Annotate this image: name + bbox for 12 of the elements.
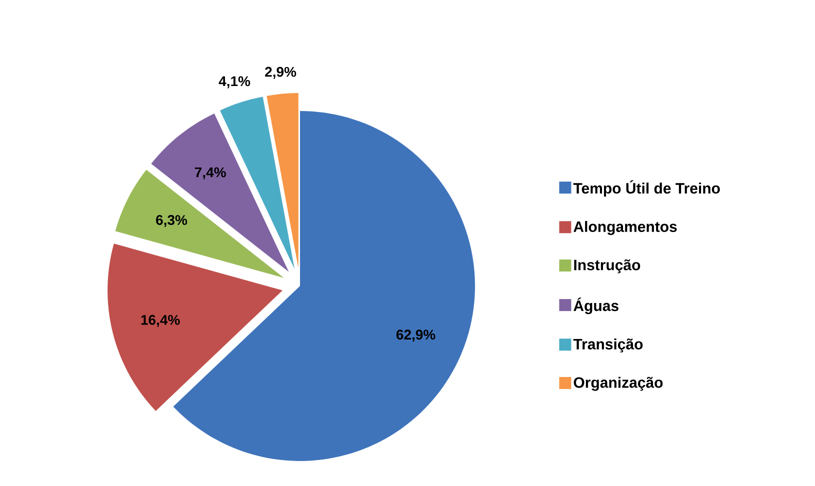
legend-label: Tempo Útil de Treino bbox=[573, 180, 720, 197]
legend-label: Organização bbox=[574, 376, 663, 391]
legend-label: Águas bbox=[574, 298, 618, 314]
data-label: 62,9% bbox=[396, 330, 436, 342]
legend-label: Transição bbox=[573, 338, 643, 352]
data-label: 4,1% bbox=[218, 76, 250, 88]
data-label: 16,4% bbox=[141, 314, 180, 327]
data-label: 6,3% bbox=[156, 215, 188, 227]
legend-label: Instrução bbox=[574, 259, 640, 274]
legend-label: Alongamentos bbox=[574, 220, 677, 236]
data-label: 7,4% bbox=[194, 167, 226, 180]
data-label: 2,9% bbox=[265, 66, 296, 79]
